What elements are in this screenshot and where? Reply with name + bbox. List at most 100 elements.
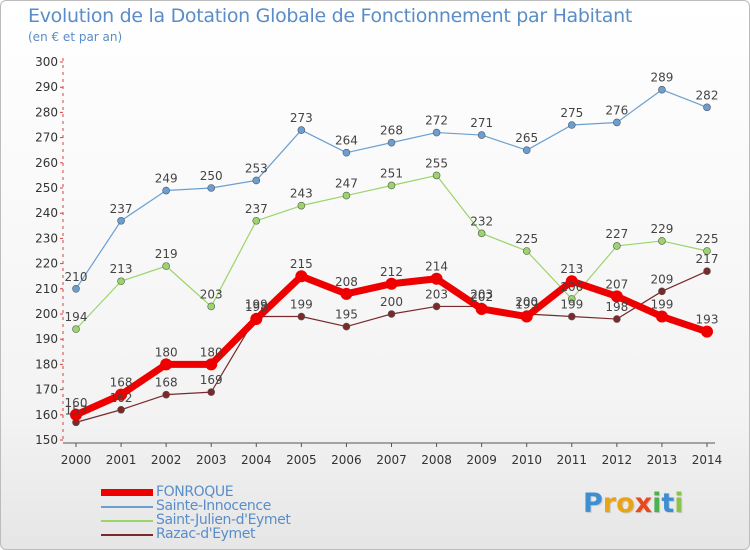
data-point-razac-d-eymet [162, 390, 170, 399]
legend-swatch [101, 489, 153, 496]
data-point-sainte-innocence [297, 126, 306, 134]
data-point-saint-julien-d-eymet [72, 325, 80, 333]
data-label-razac-d-eymet: 157 [65, 403, 88, 417]
data-point-sainte-innocence [658, 85, 666, 94]
data-label-sainte-innocence: 237 [110, 202, 133, 216]
data-point-fonroque [520, 310, 533, 323]
data-label-razac-d-eymet: 195 [335, 308, 358, 322]
data-label-razac-d-eymet: 200 [515, 295, 538, 309]
x-tick-label: 2013 [647, 453, 678, 467]
y-tick-label: 150 [35, 433, 58, 447]
data-point-saint-julien-d-eymet [703, 247, 711, 255]
data-label-saint-julien-d-eymet: 229 [650, 222, 673, 236]
data-label-fonroque: 208 [335, 275, 358, 289]
data-point-razac-d-eymet [658, 287, 666, 296]
data-label-razac-d-eymet: 203 [425, 287, 448, 301]
data-label-razac-d-eymet: 169 [200, 373, 223, 387]
data-point-fonroque [160, 358, 173, 371]
y-tick-label: 280 [35, 105, 58, 119]
y-tick-label: 270 [35, 131, 58, 145]
data-point-razac-d-eymet [297, 312, 306, 321]
data-label-saint-julien-d-eymet: 255 [425, 156, 448, 170]
data-point-saint-julien-d-eymet [117, 277, 125, 286]
proxiti-logo: Proxiti [583, 488, 684, 519]
y-tick-label: 160 [35, 408, 58, 422]
data-point-sainte-innocence [72, 284, 80, 293]
data-label-sainte-innocence: 276 [605, 103, 628, 117]
data-point-razac-d-eymet [207, 388, 216, 396]
data-label-razac-d-eymet: 168 [155, 376, 178, 390]
data-label-fonroque: 180 [200, 345, 223, 359]
y-tick-label: 250 [35, 181, 58, 195]
data-label-fonroque: 180 [155, 345, 178, 359]
data-label-saint-julien-d-eymet: 213 [110, 262, 133, 276]
data-label-sainte-innocence: 249 [155, 172, 178, 186]
data-label-razac-d-eymet: 198 [605, 300, 628, 314]
data-label-sainte-innocence: 271 [470, 116, 493, 130]
data-point-saint-julien-d-eymet [342, 191, 351, 200]
y-tick-label: 290 [35, 80, 58, 94]
data-label-fonroque: 198 [245, 300, 268, 314]
data-point-sainte-innocence [342, 148, 351, 157]
data-point-razac-d-eymet [117, 405, 125, 414]
x-tick-label: 2001 [106, 453, 137, 467]
data-point-sainte-innocence [703, 103, 711, 112]
data-point-sainte-innocence [117, 216, 125, 225]
y-tick-label: 300 [35, 55, 58, 69]
data-point-saint-julien-d-eymet [432, 171, 441, 180]
x-tick-label: 2008 [421, 453, 452, 467]
data-label-razac-d-eymet: 199 [290, 298, 313, 312]
data-point-sainte-innocence [162, 186, 170, 195]
data-label-razac-d-eymet: 209 [650, 272, 673, 286]
data-point-fonroque [655, 310, 668, 323]
x-tick-label: 2000 [61, 453, 92, 467]
data-label-saint-julien-d-eymet: 225 [515, 232, 538, 246]
x-tick-label: 2007 [376, 453, 407, 467]
data-label-fonroque: 212 [380, 265, 403, 279]
data-label-fonroque: 215 [290, 257, 313, 271]
data-point-fonroque [115, 388, 128, 401]
data-point-saint-julien-d-eymet [252, 216, 261, 225]
data-point-saint-julien-d-eymet [658, 237, 666, 245]
data-point-saint-julien-d-eymet [567, 295, 576, 303]
data-label-saint-julien-d-eymet: 203 [200, 287, 223, 301]
data-point-sainte-innocence [477, 131, 486, 139]
x-tick-label: 2010 [511, 453, 542, 467]
data-label-fonroque: 199 [650, 298, 673, 312]
data-label-saint-julien-d-eymet: 232 [470, 214, 493, 228]
data-label-saint-julien-d-eymet: 247 [335, 177, 358, 191]
data-point-razac-d-eymet [613, 315, 621, 323]
data-label-razac-d-eymet: 203 [470, 287, 493, 301]
data-label-fonroque: 160 [65, 396, 88, 410]
data-label-saint-julien-d-eymet: 237 [245, 202, 268, 216]
data-label-razac-d-eymet: 200 [380, 295, 403, 309]
legend-swatch [101, 520, 153, 522]
data-label-sainte-innocence: 253 [245, 161, 268, 175]
data-label-saint-julien-d-eymet: 219 [155, 247, 178, 261]
data-label-fonroque: 207 [605, 277, 628, 291]
data-point-razac-d-eymet [432, 302, 441, 311]
y-tick-label: 200 [35, 307, 58, 321]
data-point-sainte-innocence [252, 176, 261, 185]
data-label-fonroque: 213 [560, 262, 583, 276]
legend-swatch [101, 506, 153, 508]
data-label-saint-julien-d-eymet: 206 [560, 280, 583, 294]
data-point-razac-d-eymet [703, 267, 711, 275]
data-point-fonroque [475, 302, 488, 315]
legend-swatch [101, 534, 153, 536]
x-tick-label: 2003 [196, 453, 227, 467]
data-label-saint-julien-d-eymet: 194 [65, 310, 88, 324]
data-point-fonroque [610, 290, 623, 303]
data-label-razac-d-eymet: 199 [245, 298, 268, 312]
x-tick-label: 2002 [151, 453, 182, 467]
data-label-fonroque: 199 [515, 298, 538, 312]
data-label-fonroque: 193 [696, 313, 719, 327]
data-label-sainte-innocence: 272 [425, 114, 448, 128]
data-point-fonroque [205, 358, 218, 371]
data-point-razac-d-eymet [567, 312, 576, 321]
data-point-saint-julien-d-eymet [387, 181, 396, 190]
x-tick-label: 2009 [466, 453, 497, 467]
legend-label: Sainte-Innocence [156, 498, 271, 514]
data-point-razac-d-eymet [342, 322, 351, 331]
